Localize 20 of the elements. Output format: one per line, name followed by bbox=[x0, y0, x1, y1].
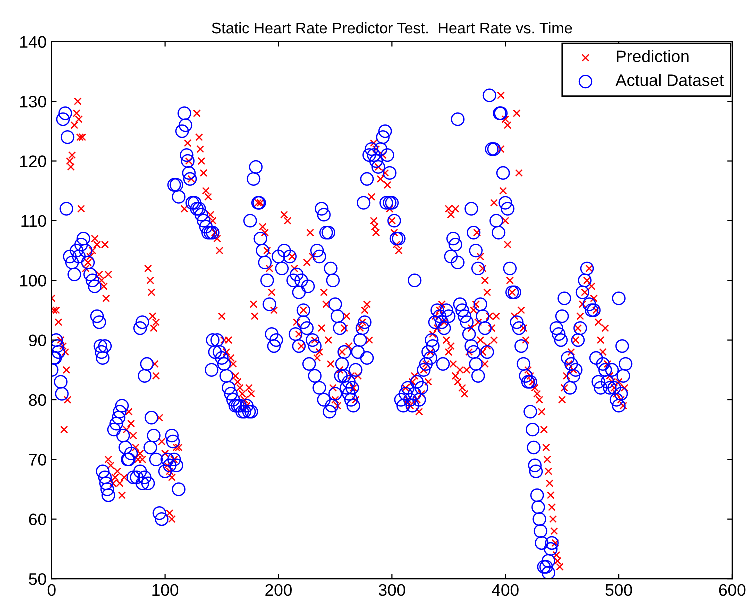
y-tick-label: 80 bbox=[29, 394, 46, 406]
y-tick-label: 110 bbox=[22, 215, 46, 228]
y-tick-label: 140 bbox=[20, 36, 46, 48]
y-tick-label: 70 bbox=[29, 454, 46, 466]
y-tick-label: 60 bbox=[29, 514, 46, 526]
y-tick-label: 50 bbox=[29, 573, 46, 586]
y-tick-label: 90 bbox=[29, 334, 46, 347]
x-tick-label: 300 bbox=[378, 584, 406, 596]
x-tick-label: 0 bbox=[48, 584, 56, 596]
x-tick-label: 400 bbox=[492, 584, 519, 596]
y-tick-label: 120 bbox=[20, 156, 46, 168]
y-tick-label: 100 bbox=[20, 275, 46, 287]
x-tick-label: 200 bbox=[266, 584, 292, 596]
x-tick-label: 500 bbox=[606, 584, 632, 596]
x-tick-label: 100 bbox=[152, 584, 179, 596]
legend-label: Prediction bbox=[617, 50, 689, 62]
chart-title: Static Heart Rate Predictor Test. Heart Rate vs. Time bbox=[212, 22, 572, 34]
legend-label: Actual Dataset bbox=[616, 74, 724, 86]
x-tick-label: 600 bbox=[719, 584, 746, 596]
y-tick-label: 130 bbox=[20, 96, 46, 108]
